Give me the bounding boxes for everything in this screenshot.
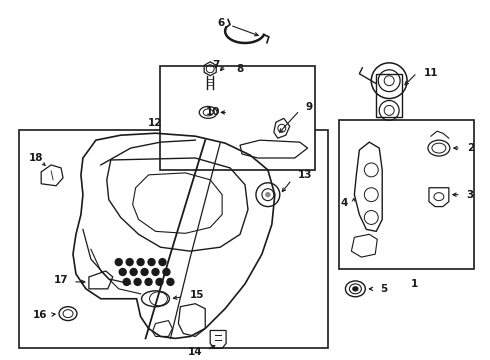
Circle shape: [163, 269, 170, 275]
Text: 6: 6: [218, 18, 225, 28]
Circle shape: [145, 278, 152, 285]
Text: 1: 1: [411, 279, 417, 289]
Text: 11: 11: [424, 68, 439, 78]
Text: 2: 2: [467, 143, 474, 153]
Text: 12: 12: [148, 118, 163, 128]
Text: 7: 7: [212, 60, 219, 70]
Circle shape: [123, 278, 130, 285]
Circle shape: [141, 269, 148, 275]
Text: 13: 13: [298, 170, 312, 180]
Text: 3: 3: [467, 190, 474, 200]
Circle shape: [266, 193, 270, 197]
Bar: [19, 130, 327, 348]
Text: 15: 15: [189, 290, 204, 300]
Circle shape: [115, 258, 122, 266]
Circle shape: [134, 278, 141, 285]
Text: 8: 8: [236, 64, 244, 74]
Text: 9: 9: [306, 103, 313, 112]
Text: 17: 17: [53, 275, 68, 285]
Circle shape: [159, 258, 166, 266]
Circle shape: [137, 258, 144, 266]
Text: 14: 14: [188, 347, 202, 357]
Circle shape: [156, 278, 163, 285]
Text: 18: 18: [29, 153, 44, 163]
Text: 5: 5: [380, 284, 388, 294]
Circle shape: [119, 269, 126, 275]
Circle shape: [167, 278, 174, 285]
Circle shape: [152, 269, 159, 275]
Text: 4: 4: [341, 198, 348, 208]
Bar: [161, 66, 315, 170]
Circle shape: [130, 269, 137, 275]
Circle shape: [126, 258, 133, 266]
Ellipse shape: [353, 287, 358, 291]
Bar: [340, 120, 474, 269]
Text: 10: 10: [206, 107, 220, 117]
Circle shape: [148, 258, 155, 266]
Text: 16: 16: [33, 310, 47, 320]
